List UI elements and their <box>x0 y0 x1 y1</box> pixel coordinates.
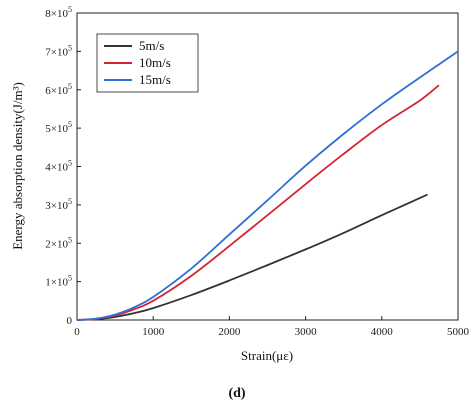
y-tick-label: 8×105 <box>45 5 72 20</box>
x-tick-label: 5000 <box>447 326 470 338</box>
x-axis-title: Strain(με) <box>241 348 293 363</box>
y-axis-title: Energy absorption density(J/m³) <box>10 82 25 250</box>
y-tick-label: 3×105 <box>45 197 72 212</box>
y-tick-label: 7×105 <box>45 43 72 58</box>
x-tick-label: 1000 <box>142 326 165 338</box>
legend-label-10ms: 10m/s <box>139 55 171 70</box>
series-line-15ms <box>76 50 459 321</box>
y-axis-ticks: 0 1×105 2×105 3×105 4×105 5×105 6×105 7×105 8×10… <box>45 5 81 327</box>
x-tick-label: 2000 <box>218 326 241 338</box>
x-tick-label: 4000 <box>371 326 394 338</box>
legend-label-5ms: 5m/s <box>139 38 164 53</box>
figure-caption: (d) <box>228 386 245 401</box>
x-tick-label: 0 <box>74 326 80 338</box>
y-tick-label: 6×105 <box>45 82 72 97</box>
y-tick-label: 0 <box>67 315 73 327</box>
y-tick-label: 1×105 <box>45 274 72 289</box>
x-axis-ticks: 0 1000 2000 3000 4000 5000 <box>74 316 470 338</box>
y-tick-label: 5×105 <box>45 120 72 135</box>
y-tick-label: 2×105 <box>45 235 72 250</box>
series-line-5ms <box>76 193 428 321</box>
legend-label-15ms: 15m/s <box>139 72 171 87</box>
legend: 5m/s 10m/s 15m/s <box>96 33 199 93</box>
y-tick-label: 4×105 <box>45 159 72 174</box>
series-line-10ms <box>76 84 440 321</box>
series-lines <box>76 50 459 321</box>
x-tick-label: 3000 <box>295 326 318 338</box>
